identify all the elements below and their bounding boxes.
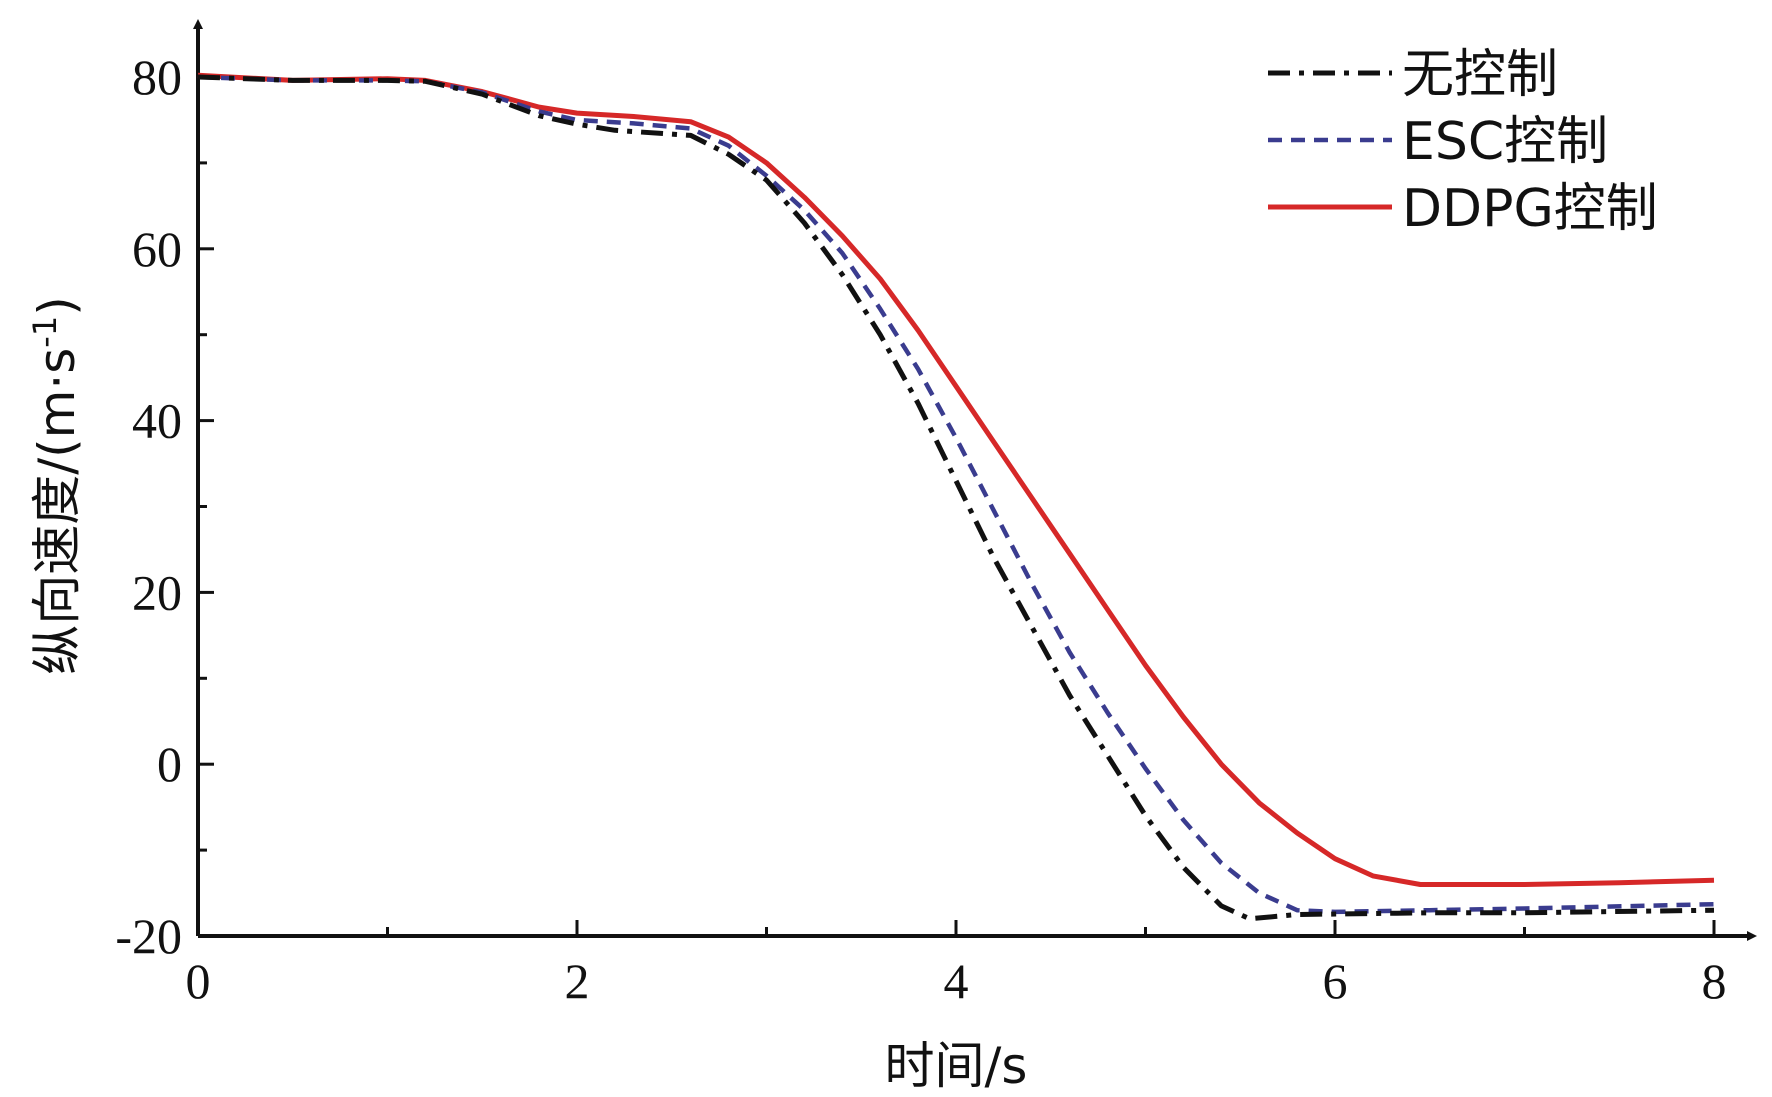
- axes: [193, 19, 1757, 941]
- y-axis-label: 纵向速度/(m·s-1): [26, 296, 86, 674]
- x-axis-label: 时间/s: [885, 1037, 1028, 1095]
- series-lines: [197, 72, 1715, 922]
- x-tick-label: 6: [1323, 953, 1348, 1009]
- y-axis-label-main: 纵向速度/(m·s: [28, 348, 86, 675]
- y-tick-label: 60: [132, 221, 182, 277]
- y-tick-label: 0: [157, 736, 182, 792]
- x-tick-label: 8: [1702, 953, 1727, 1009]
- series-line: [197, 72, 1715, 887]
- y-tick-label: 80: [132, 49, 182, 105]
- legend-label: ESC控制: [1402, 112, 1608, 172]
- legend-label: 无控制: [1402, 45, 1558, 105]
- legend-label: DDPG控制: [1402, 179, 1658, 239]
- x-tick-label: 2: [565, 953, 590, 1009]
- y-axis-label-superscript: -1: [26, 316, 64, 348]
- y-tick-label: -20: [115, 908, 182, 964]
- y-tick-label: 40: [132, 393, 182, 449]
- x-tick-label: 4: [944, 953, 969, 1009]
- y-axis-ticks: -20 0 20 40 60 80: [115, 49, 214, 964]
- x-axis-ticks: 0 2 4 6 8: [186, 920, 1727, 1009]
- series-line: [197, 74, 1715, 922]
- y-axis-label-suffix: ): [28, 296, 86, 316]
- y-tick-label: 20: [132, 564, 182, 620]
- series-line: [197, 74, 1715, 915]
- legend: 无控制 ESC控制 DDPG控制: [1268, 45, 1658, 239]
- x-tick-label: 0: [186, 953, 211, 1009]
